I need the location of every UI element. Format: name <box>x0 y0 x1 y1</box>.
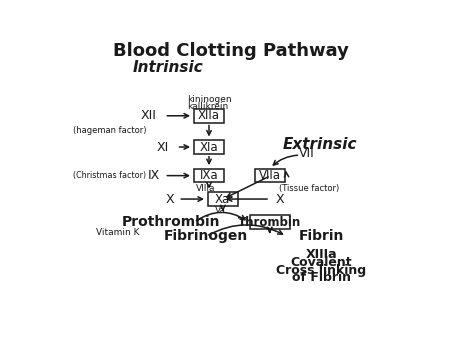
Text: Thrombin: Thrombin <box>238 216 302 228</box>
Text: Vitamin K: Vitamin K <box>96 228 140 237</box>
Text: Prothrombin: Prothrombin <box>122 215 220 229</box>
Text: IXa: IXa <box>199 169 218 182</box>
Text: XIIa: XIIa <box>198 109 220 122</box>
Text: (Tissue factor): (Tissue factor) <box>279 184 340 193</box>
Text: (hageman factor): (hageman factor) <box>73 126 147 135</box>
Text: VIIa: VIIa <box>259 169 281 182</box>
Text: of Fibrin: of Fibrin <box>292 271 351 284</box>
Text: kallikrein: kallikrein <box>187 102 228 111</box>
Text: XII: XII <box>141 109 157 122</box>
Bar <box>194 169 224 183</box>
Text: Intrinsic: Intrinsic <box>133 61 204 75</box>
Text: Xa: Xa <box>215 193 230 206</box>
Text: X: X <box>275 193 284 206</box>
Text: XIa: XIa <box>199 141 218 153</box>
Text: Blood Clotting Pathway: Blood Clotting Pathway <box>112 42 349 60</box>
Text: Fibrin: Fibrin <box>299 229 344 243</box>
Text: VIIIa: VIIIa <box>196 184 215 193</box>
Text: (Christmas factor): (Christmas factor) <box>73 171 146 180</box>
Text: VII: VII <box>299 147 315 160</box>
Text: Covalent: Covalent <box>291 256 352 269</box>
Bar <box>194 140 224 154</box>
Text: Fibrinogen: Fibrinogen <box>164 229 248 243</box>
Bar <box>194 109 224 123</box>
Bar <box>208 192 238 206</box>
Text: X: X <box>165 193 174 206</box>
Text: Cross linking: Cross linking <box>276 264 366 276</box>
Bar <box>250 215 290 229</box>
Bar <box>255 169 285 183</box>
Text: XIIIa: XIIIa <box>306 248 337 261</box>
Text: Va: Va <box>215 206 225 215</box>
Text: kininogen: kininogen <box>187 95 232 104</box>
Text: Extrinsic: Extrinsic <box>283 137 357 152</box>
Text: XI: XI <box>157 141 169 153</box>
Text: IX: IX <box>148 169 160 182</box>
